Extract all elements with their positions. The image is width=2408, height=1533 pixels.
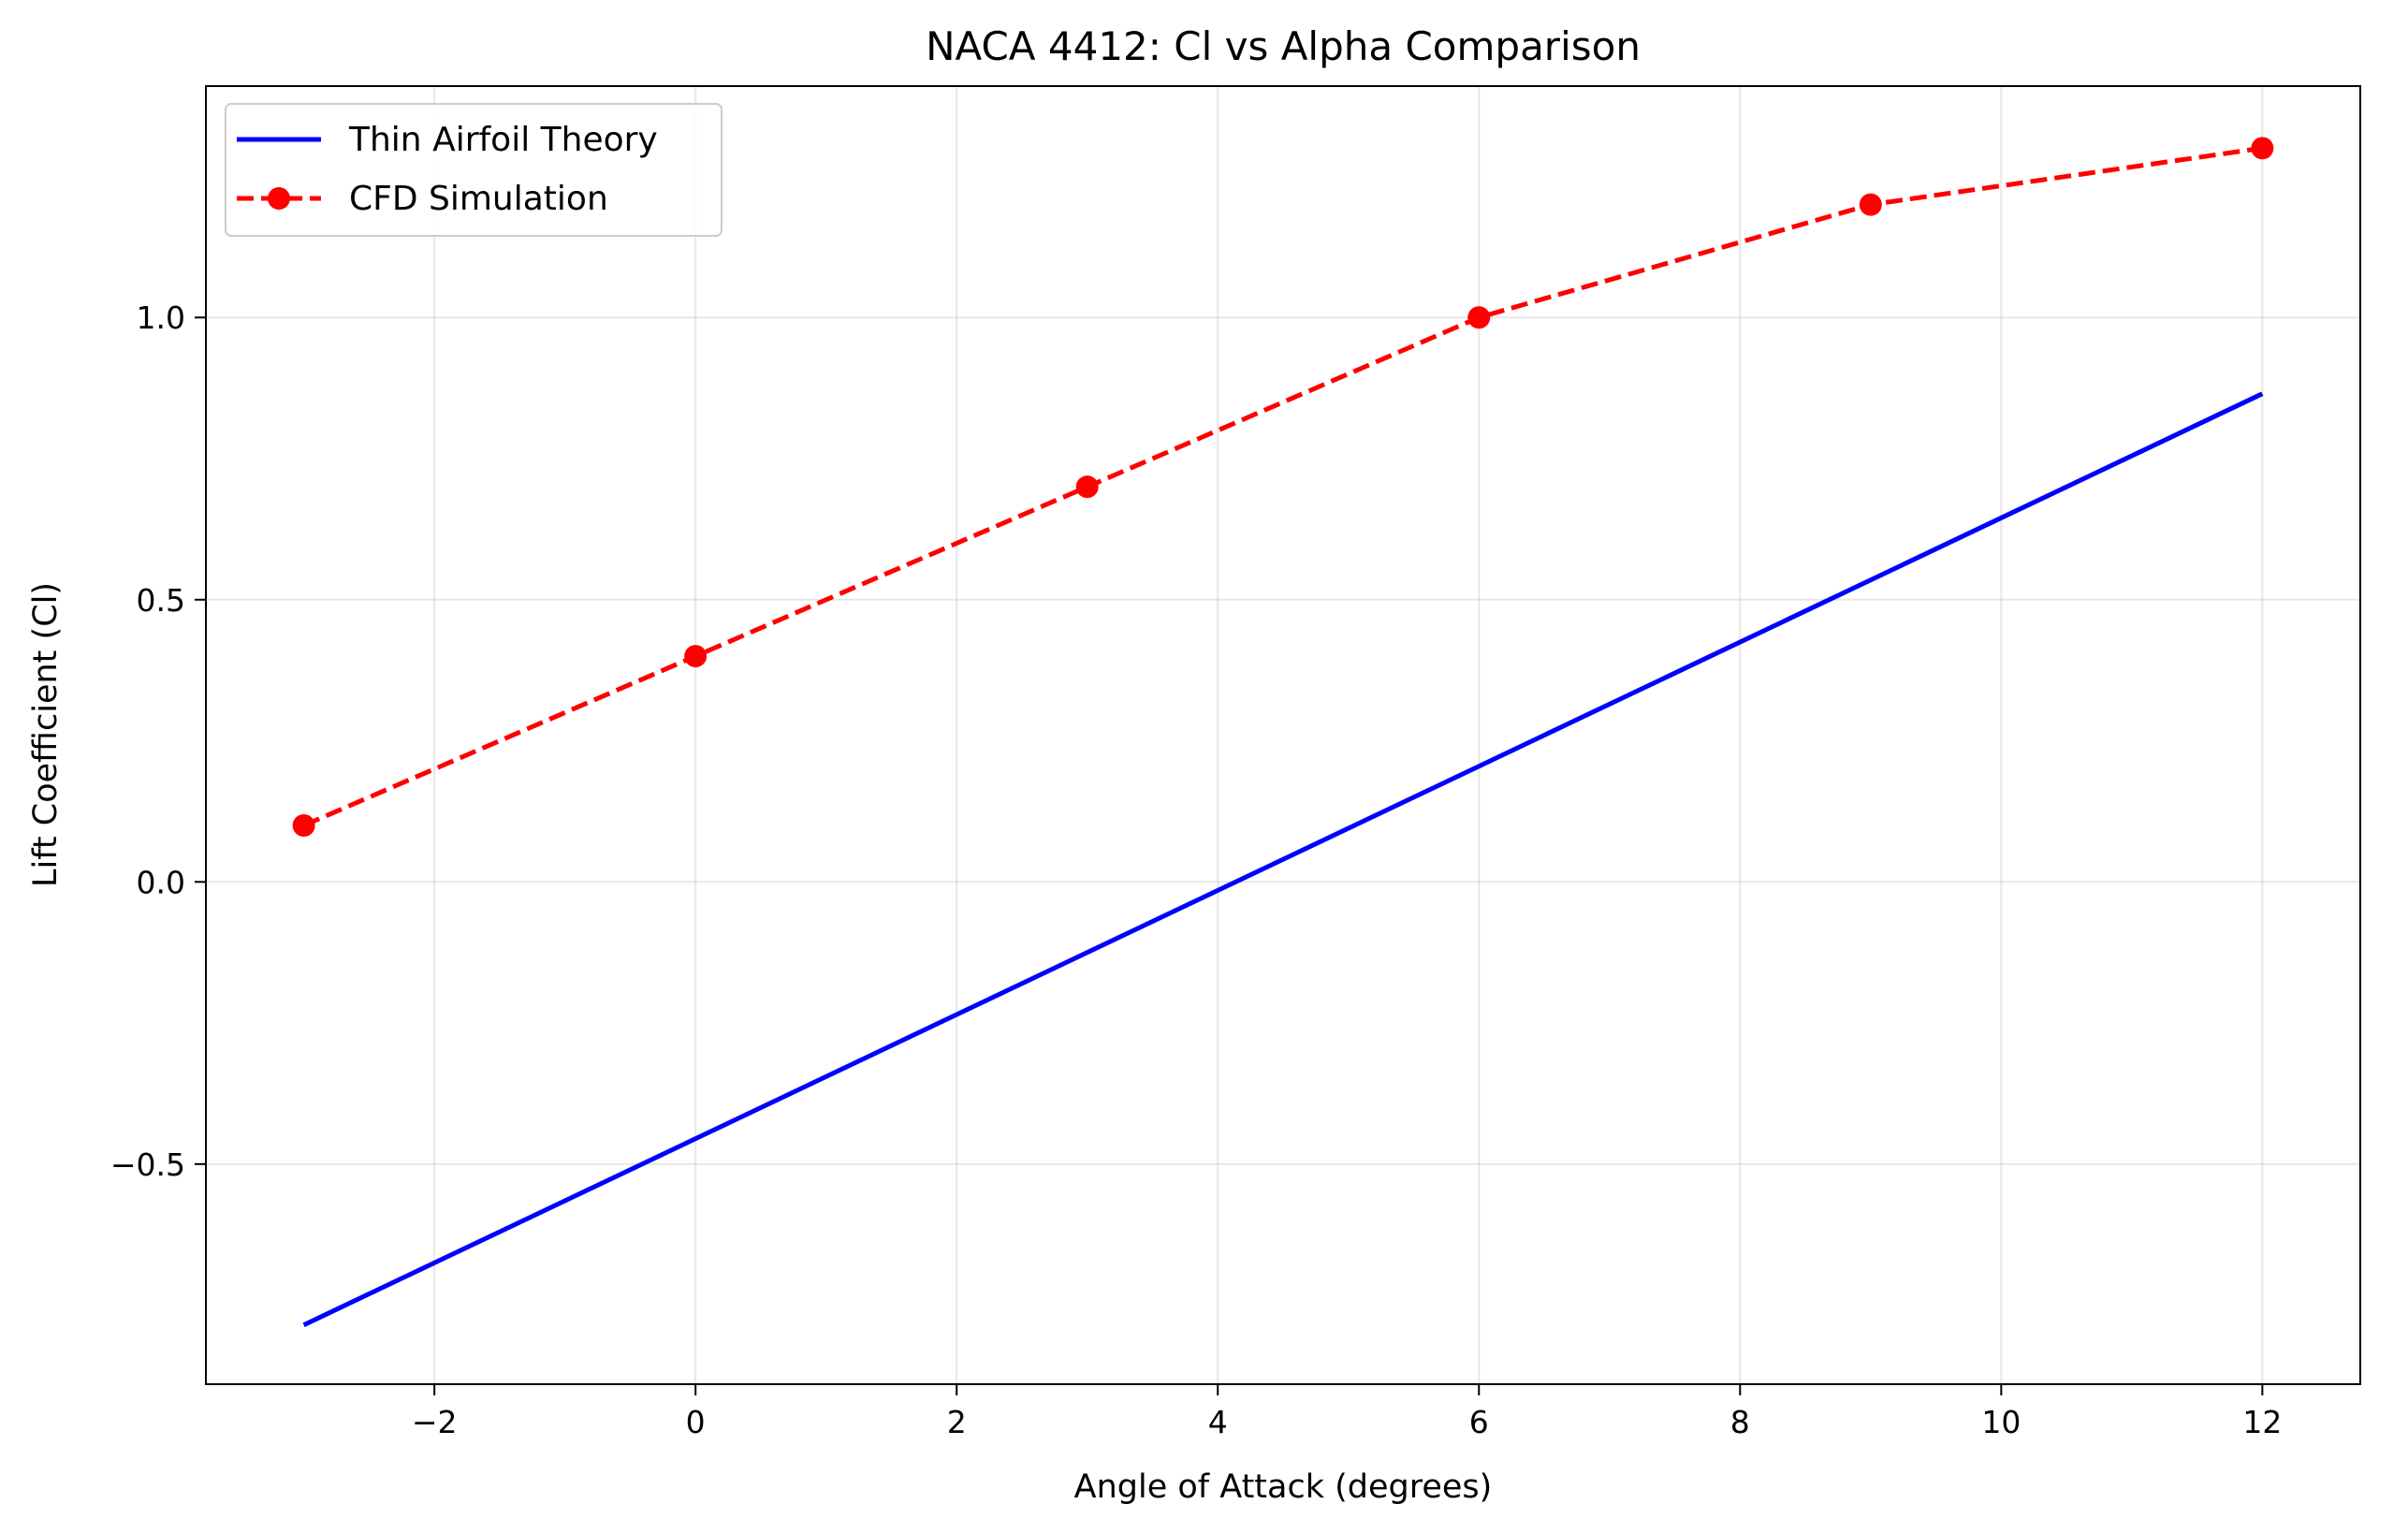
x-axis-label: Angle of Attack (degrees): [1074, 1468, 1493, 1506]
legend: Thin Airfoil Theory CFD Simulation: [225, 103, 722, 237]
series-line-cfd-simulation: [302, 145, 2263, 828]
y-tick-label: 1.0: [137, 299, 185, 336]
cfd-data-point: [292, 813, 315, 837]
x-tick-label: 8: [1730, 1404, 1750, 1440]
y-axis-label: Lift Coefficient (Cl): [27, 582, 65, 887]
cfd-data-point: [1467, 306, 1491, 329]
legend-label-cfd: CFD Simulation: [349, 180, 608, 218]
cfd-data-point: [684, 645, 708, 668]
y-tick-label: 0.0: [137, 864, 185, 900]
x-tick-label: 10: [1981, 1404, 2021, 1440]
x-tick-label: 12: [2242, 1404, 2282, 1440]
x-tick-label: 2: [947, 1404, 967, 1440]
x-tick-label: 4: [1208, 1404, 1228, 1440]
y-tick-label: 0.5: [137, 582, 185, 619]
y-tick-label: −0.5: [110, 1146, 185, 1183]
legend-label-thin-airfoil: Thin Airfoil Theory: [348, 121, 658, 159]
grid: [206, 86, 2360, 1384]
cfd-data-point: [1075, 475, 1099, 499]
legend-box: [225, 103, 722, 237]
legend-marker-cfd: [268, 187, 290, 210]
axis-ticks: −2 0 2 4 6 8 10 12 −0.5 0.0 0.5 1.0: [110, 299, 2283, 1440]
chart-title: NACA 4412: Cl vs Alpha Comparison: [926, 23, 1641, 69]
x-tick-label: 6: [1469, 1404, 1489, 1440]
cfd-data-point: [2251, 137, 2274, 160]
cfd-data-point: [1859, 193, 1882, 216]
plot-series: [292, 137, 2274, 1327]
plot-frame: [205, 85, 2361, 1385]
x-tick-label: 0: [686, 1404, 706, 1440]
x-tick-label: −2: [412, 1404, 458, 1440]
series-line-thin-airfoil-theory: [302, 391, 2264, 1327]
